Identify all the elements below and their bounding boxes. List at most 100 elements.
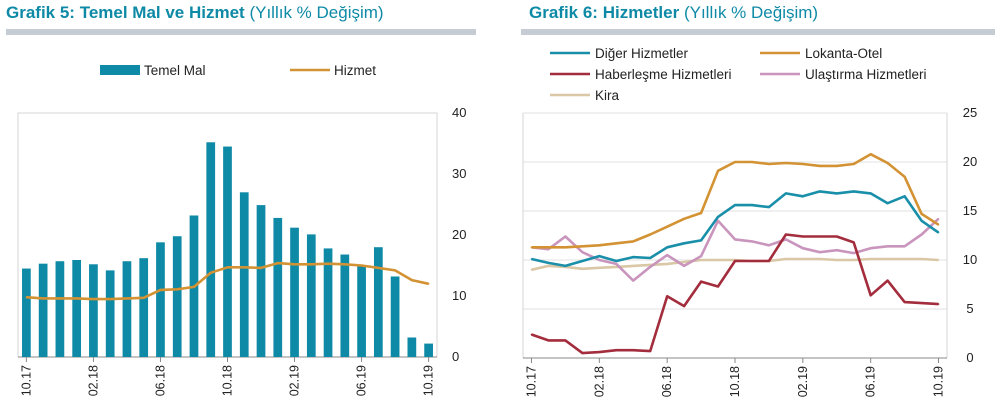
point-lokanta-otel <box>564 246 567 249</box>
point-kira <box>802 258 804 260</box>
bar-temel-mal <box>306 234 316 357</box>
point-haberlesme-hizmetleri <box>819 235 821 238</box>
point-diger-hizmetler <box>819 190 821 193</box>
point-lokanta-otel <box>734 161 736 163</box>
point-kira <box>547 265 550 267</box>
point-kira <box>903 258 906 260</box>
point-kira <box>632 265 635 267</box>
point-diger-hizmetler <box>564 265 567 267</box>
point-lokanta-otel <box>852 163 855 165</box>
point-haberlesme-hizmetleri <box>666 295 668 298</box>
point-hizmet <box>209 272 212 274</box>
x-tick-label: 10.17 <box>19 365 33 396</box>
point-kira <box>598 267 601 269</box>
point-kira <box>785 258 787 260</box>
point-kira <box>920 258 923 260</box>
point-lokanta-otel <box>717 170 719 172</box>
x-tick-label: 06.18 <box>153 365 167 396</box>
point-hizmet <box>92 298 95 300</box>
point-kira <box>666 263 668 265</box>
bar-temel-mal <box>139 258 149 357</box>
bar-temel-mal <box>373 247 383 357</box>
chart-panel-hizmetler: Grafik 6: Hizmetler (Yıllık % Değişim) 0… <box>515 0 1000 420</box>
point-kira <box>937 259 940 261</box>
line-diger-hizmetler <box>531 190 940 268</box>
chart-title: Grafik 5: Temel Mal ve Hizmet (Yıllık % … <box>6 3 384 23</box>
point-ulastirma-hizmetleri <box>886 245 889 248</box>
point-diger-hizmetler <box>886 202 889 204</box>
legend-label-lokanta-otel: Lokanta-Otel <box>805 46 882 61</box>
point-hizmet <box>276 262 279 264</box>
point-kira <box>700 259 702 261</box>
point-diger-hizmetler <box>835 192 838 195</box>
point-kira <box>835 259 838 261</box>
bar-temel-mal <box>122 261 132 357</box>
point-diger-hizmetler <box>615 260 618 262</box>
point-ulastirma-hizmetleri <box>632 279 635 282</box>
bar-temel-mal <box>390 276 400 357</box>
point-kira <box>852 259 855 261</box>
point-ulastirma-hizmetleri <box>649 266 651 268</box>
point-hizmet <box>260 267 262 269</box>
point-diger-hizmetler <box>734 204 736 206</box>
legend-label-temel-mal: Temel Mal <box>144 63 206 78</box>
bar-temel-mal <box>239 192 249 357</box>
point-hizmet <box>427 283 430 285</box>
point-diger-hizmetler <box>751 204 753 206</box>
point-ulastirma-hizmetleri <box>819 251 821 253</box>
x-tick-label: 06.18 <box>660 366 674 397</box>
x-tick-label: 06.19 <box>864 366 878 397</box>
point-hizmet <box>176 288 179 291</box>
point-diger-hizmetler <box>530 258 533 260</box>
point-diger-hizmetler <box>717 216 719 218</box>
bar-temel-mal <box>172 236 182 357</box>
point-haberlesme-hizmetleri <box>920 302 923 304</box>
point-hizmet <box>243 266 246 269</box>
y-tick-label: 10 <box>963 252 977 267</box>
point-kira <box>869 258 872 260</box>
point-lokanta-otel <box>937 223 940 226</box>
point-hizmet <box>59 297 61 300</box>
point-lokanta-otel <box>819 165 821 167</box>
point-hizmet <box>42 297 44 300</box>
point-haberlesme-hizmetleri <box>802 235 804 238</box>
legend-label-diger-hizmetler: Diğer Hizmetler <box>595 46 689 61</box>
y-tick-label: 5 <box>966 301 973 316</box>
point-ulastirma-hizmetleri <box>717 220 719 222</box>
x-tick-label: 06.19 <box>355 365 369 396</box>
point-kira <box>615 266 618 268</box>
point-ulastirma-hizmetleri <box>785 238 787 241</box>
point-ulastirma-hizmetleri <box>802 247 804 250</box>
point-ulastirma-hizmetleri <box>903 245 906 248</box>
point-lokanta-otel <box>785 162 787 164</box>
point-lokanta-otel <box>802 163 804 165</box>
bar-temel-mal <box>156 242 165 357</box>
bar-temel-mal <box>323 248 333 357</box>
point-kira <box>886 258 889 260</box>
y-tick-label: 30 <box>452 166 466 181</box>
point-kira <box>819 258 821 260</box>
x-tick-label: 10.17 <box>524 366 538 397</box>
point-haberlesme-hizmetleri <box>649 350 651 352</box>
x-tick-label: 10.19 <box>932 366 946 397</box>
line-chart: 0 5 10 15 20 25 10.17 02.18 06.18 10.18 02.19 06.19… <box>522 46 977 397</box>
point-hizmet <box>159 289 162 291</box>
point-ulastirma-hizmetleri <box>683 265 685 267</box>
point-haberlesme-hizmetleri <box>903 301 906 303</box>
point-ulastirma-hizmetleri <box>547 248 550 251</box>
line-haberlesme-hizmetleri <box>531 233 939 355</box>
point-diger-hizmetler <box>785 192 787 195</box>
point-lokanta-otel <box>632 240 635 243</box>
point-kira <box>683 261 685 263</box>
point-hizmet <box>142 297 145 299</box>
bar-temel-mal <box>223 146 232 357</box>
point-ulastirma-hizmetleri <box>598 259 601 261</box>
legend-label-haberlesme-hizmetleri: Haberleşme Hizmetleri <box>595 67 732 82</box>
line-lokanta-otel <box>531 152 940 249</box>
y-tick-label: 10 <box>452 288 466 303</box>
point-ulastirma-hizmetleri <box>869 247 872 250</box>
point-kira <box>530 269 533 271</box>
point-haberlesme-hizmetleri <box>547 339 550 342</box>
point-ulastirma-hizmetleri <box>615 263 618 265</box>
point-haberlesme-hizmetleri <box>937 303 940 305</box>
